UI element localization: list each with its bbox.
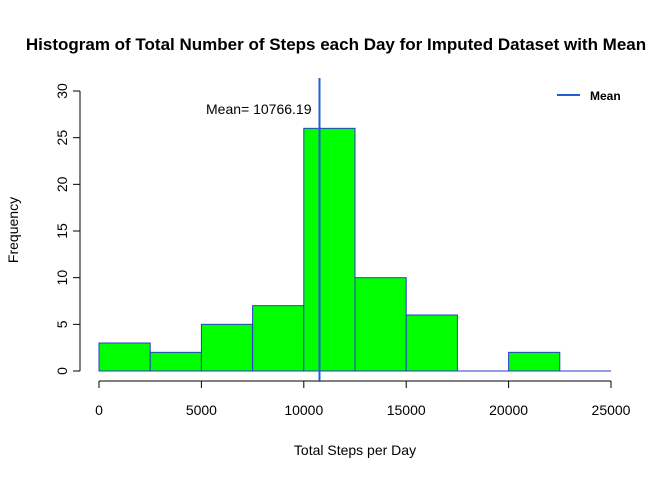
x-tick-label: 5000 — [186, 402, 217, 418]
legend: Mean — [557, 89, 621, 103]
histogram-bar — [98, 342, 151, 372]
histogram-bar — [354, 277, 407, 372]
mean-label: Mean= 10766.19 — [206, 101, 312, 117]
y-axis-label: Frequency — [5, 197, 21, 263]
legend-label-mean: Mean — [590, 89, 621, 103]
x-tick-label: 20000 — [489, 402, 528, 418]
x-axis-label: Total Steps per Day — [294, 442, 416, 458]
x-axis: 0 5000 10000 15000 20000 25000 — [95, 380, 631, 418]
x-tick-label: 15000 — [387, 402, 426, 418]
bars-group — [98, 127, 611, 372]
y-tick-label: 20 — [54, 176, 70, 192]
histogram-bar — [303, 127, 356, 372]
y-tick-label: 10 — [54, 270, 70, 286]
chart-title: Histogram of Total Number of Steps each … — [26, 35, 646, 54]
x-tick-label: 10000 — [284, 402, 323, 418]
y-tick-label: 0 — [54, 367, 70, 375]
mean-annotation: Mean= 10766.19 — [206, 78, 321, 382]
y-axis: 0 5 10 15 20 25 30 — [54, 83, 81, 375]
histogram-bar — [252, 305, 305, 372]
x-tick-label: 0 — [95, 402, 103, 418]
y-tick-label: 25 — [54, 130, 70, 146]
histogram-bar — [508, 351, 561, 372]
y-tick-label: 15 — [54, 223, 70, 239]
x-tick-label: 25000 — [592, 402, 631, 418]
histogram-bar — [149, 351, 202, 372]
y-tick-label: 5 — [54, 320, 70, 328]
histogram-bar — [405, 314, 458, 372]
y-tick-label: 30 — [54, 83, 70, 99]
histogram-bar — [200, 323, 254, 372]
